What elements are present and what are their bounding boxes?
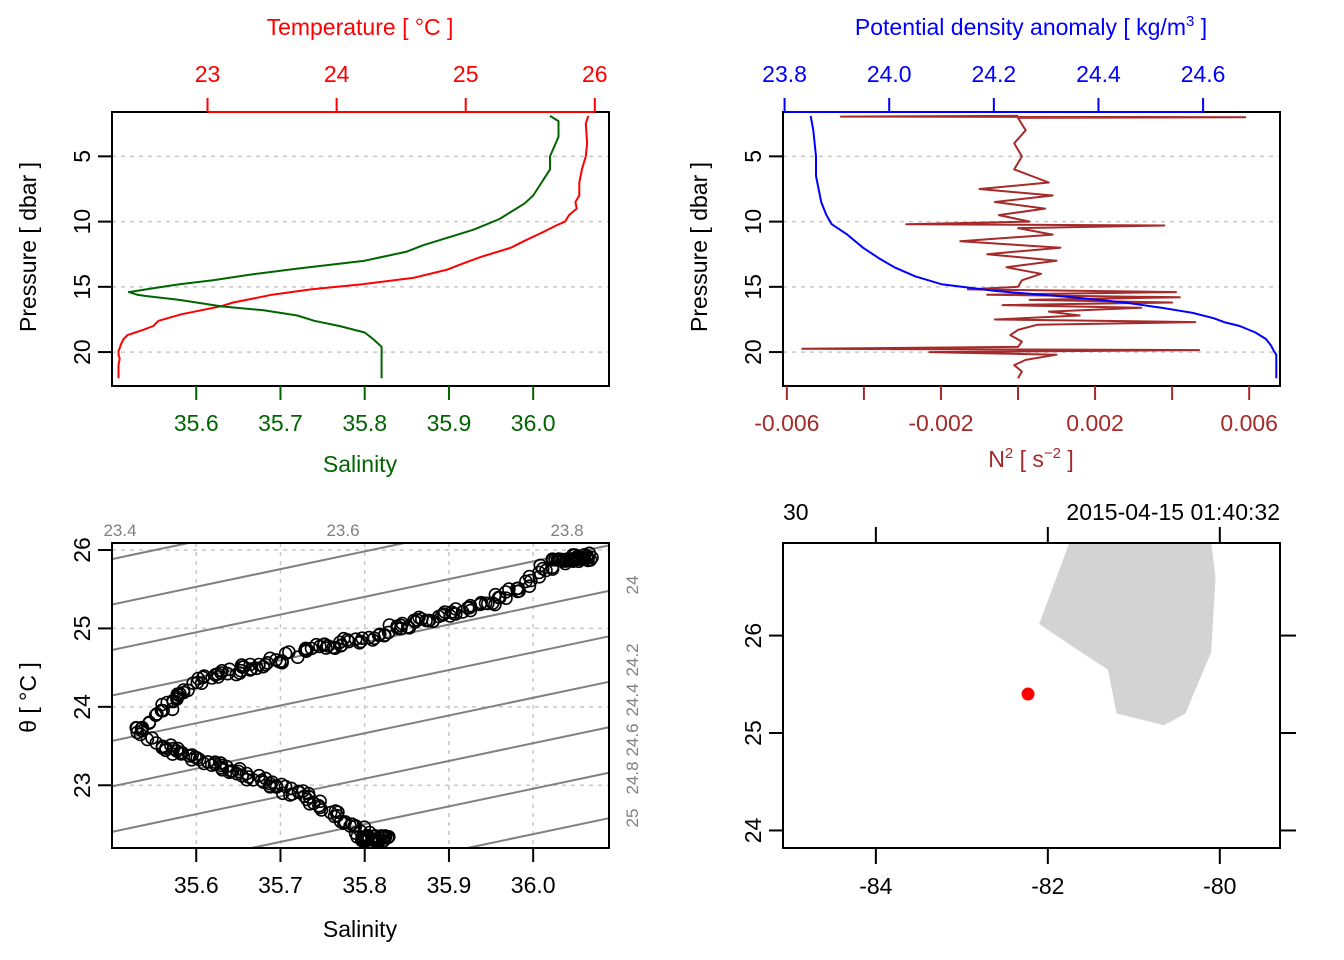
bottom-axis-tick-label: 36.0 xyxy=(511,872,556,898)
panel-ts-diagram: 23.4 23.6 23.8 24 24.2 24.4 24.6 24.8 25 23 24 25 2… xyxy=(15,521,642,942)
p2-y-axis-title: Pressure [ dbar ] xyxy=(686,162,712,332)
bottom-axis-tick-label: 35.6 xyxy=(174,410,219,436)
p1-plot-frame xyxy=(112,112,609,386)
p1-series xyxy=(119,116,589,378)
p2-top-title-bracket: ] xyxy=(1194,14,1207,40)
y-axis-tick-label: 5 xyxy=(740,150,766,163)
p1-bottom-axis-title: Salinity xyxy=(323,451,398,477)
bottom-axis-tick-label: 35.9 xyxy=(427,410,472,436)
p3-isopycnal-label: 23.4 xyxy=(103,521,136,540)
p1-series-salinity xyxy=(129,116,559,378)
y-axis-tick-label: 15 xyxy=(740,274,766,300)
panel-temperature-salinity-profile: 5 10 15 20 23 24 25 26 35.6 35.7 35.8 35.9 36.0 Temp… xyxy=(15,14,609,477)
p1-series-temperature xyxy=(119,116,589,378)
p2-bottom-title-close: ] xyxy=(1061,446,1074,472)
y-axis-tick-label: 10 xyxy=(740,209,766,235)
p3-isopycnal-label: 23.6 xyxy=(326,521,359,540)
p4-longitude-label: -82 xyxy=(1031,873,1064,899)
p4-station-layer xyxy=(1022,688,1035,701)
bottom-axis-tick-label: 35.7 xyxy=(258,410,303,436)
p2-series xyxy=(802,116,1276,378)
y-axis-tick-label: 25 xyxy=(69,616,95,642)
p2-top-title-text: Potential density anomaly [ kg/m xyxy=(855,14,1186,40)
y-axis-tick-label: 20 xyxy=(69,339,95,365)
p4-longitude-label: -84 xyxy=(859,873,892,899)
top-axis-tick-label: 24.2 xyxy=(971,61,1016,87)
top-axis-tick-label: 24.0 xyxy=(867,61,912,87)
p3-isopycnal-label: 24.8 xyxy=(623,761,642,794)
bottom-axis-tick-label: -0.002 xyxy=(908,410,973,436)
p2-plot-frame xyxy=(783,112,1280,386)
p4-top-left-label: 30 xyxy=(783,499,809,525)
figure: 510152023 24 25 2635.6 35.7 35.8 35.9 36.0 Temp… xyxy=(0,0,1344,960)
p2-grid xyxy=(783,156,1280,352)
p3-isopycnal-label: 25 xyxy=(623,809,642,828)
p1-grid xyxy=(112,156,609,352)
p2-bottom-axis-title: N2 [ s−2 ] xyxy=(988,445,1074,472)
p4-timestamp-label: 2015-04-15 01:40:32 xyxy=(1066,499,1280,525)
p3-isopycnal-line xyxy=(112,543,188,559)
p1-top-axis-title: Temperature [ °C ] xyxy=(267,14,454,40)
p3-x-axis-title: Salinity xyxy=(323,916,398,942)
top-axis-tick-label: 26 xyxy=(582,61,608,87)
p2-bottom-title-unit: [ s xyxy=(1013,446,1044,472)
y-axis-tick-label: 20 xyxy=(740,339,766,365)
p3-isopycnal-label: 24 xyxy=(623,576,642,595)
p3-isopycnal-line xyxy=(112,543,404,605)
bottom-axis-tick-label: 35.6 xyxy=(174,872,219,898)
top-axis-tick-label: 24 xyxy=(324,61,350,87)
p1-y-axis-title: Pressure [ dbar ] xyxy=(15,162,41,332)
p2-bottom-title-sup: 2 xyxy=(1005,445,1013,462)
y-axis-tick-label: 26 xyxy=(69,537,95,563)
p1-axes: 5 10 15 20 23 24 25 26 35.6 35.7 35.8 35.9 36.0 xyxy=(69,61,608,436)
p3-isopycnal-label: 24.2 xyxy=(623,643,642,676)
p4-land-polygon xyxy=(1039,543,1215,725)
p3-isopycnal-line xyxy=(467,818,609,848)
p2-series-n2 xyxy=(802,116,1245,378)
p4-latitude-label: 25 xyxy=(740,720,766,746)
p4-longitude-label: -80 xyxy=(1203,873,1236,899)
bottom-axis-tick-label: -0.006 xyxy=(754,410,819,436)
top-axis-tick-label: 25 xyxy=(453,61,479,87)
p4-land xyxy=(1039,543,1215,725)
p3-isopycnal-line xyxy=(112,636,609,741)
y-axis-tick-label: 10 xyxy=(69,209,95,235)
p3-isopycnal-label: 23.8 xyxy=(550,521,583,540)
top-axis-tick-label: 24.4 xyxy=(1076,61,1121,87)
p2-top-title-superscript: 3 xyxy=(1186,13,1194,30)
y-axis-tick-label: 23 xyxy=(69,772,95,798)
top-axis-tick-label: 23.8 xyxy=(762,61,807,87)
p3-isopycnal-label: 24.6 xyxy=(623,723,642,756)
panel-station-map: -84 -82 -80 24 25 26 30 2015-04-15 01:40:32 xyxy=(740,499,1296,899)
bottom-axis-tick-label: 0.002 xyxy=(1066,410,1124,436)
top-axis-tick-label: 23 xyxy=(195,61,221,87)
p4-latitude-label: 26 xyxy=(740,623,766,649)
bottom-axis-tick-label: 0.006 xyxy=(1220,410,1278,436)
p2-bottom-title-n: N xyxy=(988,446,1005,472)
p4-latitude-label: 24 xyxy=(740,817,766,843)
bottom-axis-tick-label: 36.0 xyxy=(511,410,556,436)
p2-bottom-title-sup2: −2 xyxy=(1044,445,1061,462)
y-axis-tick-label: 24 xyxy=(69,694,95,720)
p3-isopycnal-line xyxy=(112,727,609,832)
bottom-axis-tick-label: 35.8 xyxy=(342,872,387,898)
p3-y-axis-title: θ [ °C ] xyxy=(15,662,41,733)
p4-station-marker xyxy=(1022,688,1035,701)
bottom-axis-tick-label: 35.8 xyxy=(342,410,387,436)
bottom-axis-tick-label: 35.7 xyxy=(258,872,303,898)
p3-isopycnal-line xyxy=(112,545,609,650)
bottom-axis-tick-label: 35.9 xyxy=(427,872,472,898)
y-axis-tick-label: 5 xyxy=(69,150,95,163)
top-axis-tick-label: 24.6 xyxy=(1181,61,1226,87)
p2-top-axis-title: Potential density anomaly [ kg/m3 ] xyxy=(855,13,1207,40)
y-axis-tick-label: 15 xyxy=(69,274,95,300)
p3-isopycnal-line xyxy=(251,773,609,848)
panel-density-n2-profile: 5 10 15 20 23.8 24.0 24.2 24.4 24.6 -0.006 -0.002 0… xyxy=(686,13,1280,472)
p3-isopycnal-label: 24.4 xyxy=(623,683,642,716)
